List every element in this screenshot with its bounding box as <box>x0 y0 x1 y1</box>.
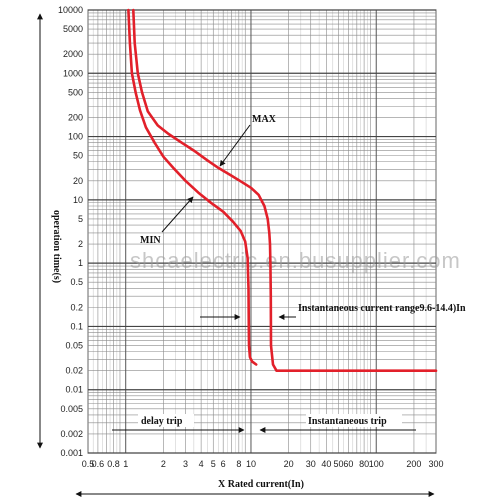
annotation-min-arrow <box>161 196 194 233</box>
x-tick-label: 4 <box>199 459 204 469</box>
x-tick-label: 8 <box>236 459 241 469</box>
y-tick-label: 1000 <box>63 68 83 78</box>
series-line-max <box>132 8 438 372</box>
series-layer <box>127 8 438 372</box>
plot-background <box>87 9 437 454</box>
x-axis-title: X Rated current(In) <box>218 479 304 490</box>
y-tick-label: 2000 <box>63 49 83 59</box>
y-tick-label: 0.002 <box>60 429 83 439</box>
y-tick-label: 20 <box>73 176 83 186</box>
y-tick-label: 0.2 <box>70 302 83 312</box>
annotation-instantaneous-range: Instantaneous current range9.6-14.4)In <box>298 303 466 314</box>
x-tick-label: 5 <box>211 459 216 469</box>
x-tick-label: 0.5 <box>82 459 95 469</box>
y-tick-label: 0.005 <box>60 404 83 414</box>
y-tick-label: 500 <box>68 87 83 97</box>
x-tick-label: 0.6 <box>92 459 105 469</box>
grid-minor <box>87 10 437 453</box>
watermark-text: shcaelectric.en.busupplier.com <box>130 248 461 273</box>
annotation-instantaneous-trip: Instantaneous trip <box>308 416 387 427</box>
grid-major <box>88 9 436 454</box>
x-tick-label: 30 <box>306 459 316 469</box>
delay-trip-label-bg <box>138 414 194 427</box>
y-tick-label: 5 <box>78 214 83 224</box>
x-tick-label: 50 <box>334 459 344 469</box>
y-tick-label: 0.01 <box>65 385 83 395</box>
instantaneous-trip-label-bg <box>306 414 402 427</box>
x-tick-label: 3 <box>183 459 188 469</box>
annotation-min: MIN <box>140 235 161 246</box>
x-tick-label: 2 <box>161 459 166 469</box>
x-tick-label: 300 <box>428 459 443 469</box>
y-tick-label: 0.5 <box>70 277 83 287</box>
x-tick-label: 60 <box>343 459 353 469</box>
annotation-max-arrow <box>219 124 251 167</box>
x-tick-label: 40 <box>321 459 331 469</box>
y-tick-label: 50 <box>73 151 83 161</box>
x-tick-label: 10 <box>246 459 256 469</box>
y-tick-label: 200 <box>68 113 83 123</box>
annotation-delay-trip: delay trip <box>141 416 183 427</box>
x-tick-label: 80 <box>359 459 369 469</box>
y-tick-label: 0.001 <box>60 448 83 458</box>
annotation-max: MAX <box>252 114 277 125</box>
y-tick-label: 0.02 <box>65 366 83 376</box>
y-tick-labels: 10000 5000 2000 1000 500 200 100 50 20 10 5 2 1 0.5 0.… <box>58 5 83 458</box>
x-tick-labels: 0.50.6 0.8 1 2 3 4 5 6 8 10 20 30 40 50 60 80 100 200 300 <box>82 459 444 469</box>
x-tick-label: 100 <box>369 459 384 469</box>
y-axis-title: operation time(s) <box>51 210 62 283</box>
x-tick-label: 20 <box>284 459 294 469</box>
y-tick-label: 0.05 <box>65 340 83 350</box>
x-tick-label: 6 <box>221 459 226 469</box>
x-tick-label: 1 <box>123 459 128 469</box>
y-tick-label: 1 <box>78 258 83 268</box>
y-tick-label: 10 <box>73 195 83 205</box>
y-tick-label: 100 <box>68 132 83 142</box>
x-tick-label: 0.8 <box>107 459 120 469</box>
y-tick-label: 5000 <box>63 24 83 34</box>
y-tick-label: 2 <box>78 239 83 249</box>
series-line-min <box>127 8 258 366</box>
y-tick-label: 0.1 <box>70 321 83 331</box>
x-tick-label: 200 <box>406 459 421 469</box>
y-tick-label: 10000 <box>58 5 83 15</box>
